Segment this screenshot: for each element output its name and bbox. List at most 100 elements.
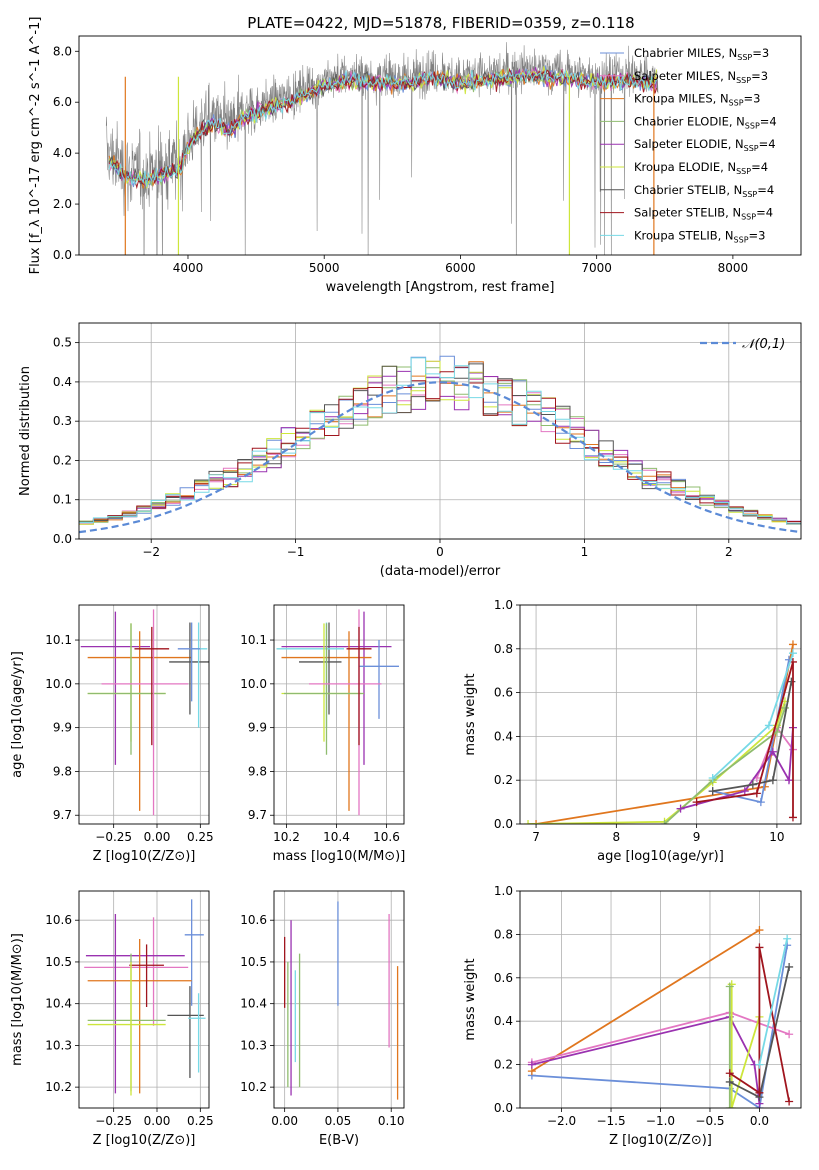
plus-marker	[524, 820, 533, 824]
legend-label-text: Chabrier STELIB, N	[634, 183, 742, 197]
age-vs-Z-plot-area	[80, 609, 209, 816]
x-tick-label: 8000	[718, 261, 749, 275]
plus-marker	[755, 926, 764, 935]
legend-label-text: Chabrier MILES, N	[634, 46, 737, 60]
plus-marker	[725, 1077, 734, 1086]
residuals-panel: −2 −1 0 1 2 0.0 0.1 0.2 0.3 0.4 0.5 (data-model)/er…	[18, 322, 802, 579]
weight-line-salpeter-elodie	[531, 1015, 761, 1104]
y-tick-label: 10.3	[45, 1038, 72, 1052]
y-tick-label: 0.3	[53, 414, 72, 428]
x-tick-label: −1.0	[646, 1114, 675, 1128]
legend-subscript: SSP	[737, 53, 752, 62]
weight-line-salpeter-stelib	[729, 947, 790, 1102]
y-tick-label: 10.3	[240, 1038, 267, 1052]
axes-frame	[273, 604, 405, 825]
massweight-vs-Z-panel: −2.0 −1.5 −1.0 −0.5 0.0 0.0 0.2 0.4 0.6 0.8 1.0 Z […	[463, 884, 802, 1148]
x-tick-label: 0.00	[271, 1114, 298, 1128]
y-axis-label: mass weight	[463, 673, 478, 755]
plus-marker	[756, 798, 765, 807]
legend-label: Kroupa ELODIE, NSSP=4	[634, 160, 768, 176]
x-tick-label: 0.00	[144, 1114, 171, 1128]
weight-line-chabrier-elodie	[663, 707, 786, 824]
y-tick-label: 10.1	[240, 633, 267, 647]
y-axis-label: age [log10(age/yr)]	[10, 651, 25, 778]
x-tick-label: 0.25	[187, 1114, 214, 1128]
x-tick-label: 0	[436, 545, 444, 559]
y-tick-label: 10.6	[45, 913, 72, 927]
weight-line-chabrier-stelib	[712, 681, 793, 792]
histogram-kroupa-stelib	[79, 357, 801, 525]
x-tick-label: −1	[287, 545, 305, 559]
x-tick-label: 7000	[581, 261, 612, 275]
model-salpeter-stelib	[108, 67, 658, 190]
plus-marker	[787, 677, 796, 686]
y-tick-label: 9.7	[53, 808, 72, 822]
x-tick-label: −2	[142, 545, 160, 559]
x-tick-label: −0.25	[95, 1114, 132, 1128]
x-axis-label: Z [log10(Z/Z⊙)]	[93, 849, 196, 864]
legend-label: Kroupa STELIB, NSSP=3	[634, 228, 765, 244]
residuals-plot-area	[79, 355, 801, 534]
plus-marker	[708, 774, 717, 783]
plus-marker	[788, 649, 797, 658]
figure-title: PLATE=0422, MJD=51878, FIBERID=0359, z=0…	[247, 14, 634, 32]
plus-marker	[727, 1104, 736, 1108]
plus-marker	[788, 813, 797, 822]
y-tick-label: 10.2	[45, 1080, 72, 1094]
mass-vs-ebv-panel: 0.00 0.05 0.10 10.2 10.3 10.4 10.5 10.6 E(B-V)	[240, 890, 405, 1148]
y-tick-label: 10.0	[240, 677, 267, 691]
plus-marker	[725, 1069, 734, 1078]
axes-frame	[78, 322, 802, 540]
plus-marker	[768, 776, 777, 785]
x-tick-label: 0.25	[187, 830, 214, 844]
y-tick-label: 0.2	[53, 453, 72, 467]
legend-subscript: SSP	[744, 144, 759, 153]
y-tick-label: 0.0	[494, 1101, 513, 1115]
plus-marker	[785, 1030, 794, 1039]
legend-count: =4	[757, 183, 774, 197]
x-tick-label: 0.10	[378, 1114, 405, 1128]
model-chabrier-stelib	[108, 70, 657, 186]
massweight-vs-age-plot-area	[524, 640, 797, 824]
y-tick-label: 0.6	[494, 686, 513, 700]
x-tick-label: 10.2	[273, 830, 300, 844]
y-tick-label: 10.2	[240, 1080, 267, 1094]
y-tick-label: 0.0	[494, 817, 513, 831]
y-tick-label: 6.0	[53, 95, 72, 109]
plus-marker	[725, 1104, 734, 1108]
axes-frame	[519, 890, 802, 1109]
legend-subscript: SSP	[741, 213, 756, 222]
legend-count: =3	[751, 69, 768, 83]
plus-marker	[692, 798, 701, 807]
y-axis-label: Normed distribution	[18, 366, 33, 496]
weight-line-kroupa-miles	[531, 929, 760, 1072]
x-tick-label: 0.05	[325, 1114, 352, 1128]
spectrum-panel: 4000 5000 6000 7000 8000 0.0 2.0 4.0 6.0 8.0 wavel…	[28, 17, 802, 295]
plus-marker	[785, 1097, 794, 1106]
y-axis-label: mass [log10(M/M⊙)]	[10, 933, 25, 1066]
x-tick-label: 2	[725, 545, 733, 559]
massweight-vs-Z-plot-area	[527, 926, 794, 1108]
x-tick-label: 10.4	[323, 830, 350, 844]
age-vs-mass-panel: 10.2 10.4 10.6 9.7 9.8 9.9 10.0 10.1 mass [log10…	[240, 604, 405, 864]
x-tick-label: 1	[581, 545, 589, 559]
legend-label-text: Salpeter ELODIE, N	[634, 137, 744, 151]
legend-count: =3	[744, 92, 761, 106]
y-tick-label: 10.1	[45, 633, 72, 647]
x-tick-label: 7	[532, 830, 540, 844]
legend-count: =4	[756, 206, 773, 220]
x-axis-label: Z [log10(Z/Z⊙)]	[93, 1133, 196, 1148]
axes-frame	[273, 890, 405, 1109]
mass-vs-Z-panel: −0.25 0.00 0.25 10.2 10.3 10.4 10.5 10.6 Z [log1…	[10, 890, 214, 1148]
x-tick-label: 9	[693, 830, 701, 844]
y-tick-label: 0.8	[494, 642, 513, 656]
y-tick-label: 0.8	[494, 927, 513, 941]
massweight-vs-age-panel: 7 8 9 10 0.0 0.2 0.4 0.6 0.8 1.0 age [log10(age/yr…	[463, 598, 802, 864]
plus-marker	[768, 747, 777, 756]
plus-marker	[740, 787, 749, 796]
y-tick-label: 0.6	[494, 971, 513, 985]
legend-label-text: Salpeter STELIB, N	[634, 206, 741, 220]
legend-label: Chabrier STELIB, NSSP=4	[634, 183, 774, 199]
mass-vs-Z-plot-area	[84, 899, 206, 1096]
